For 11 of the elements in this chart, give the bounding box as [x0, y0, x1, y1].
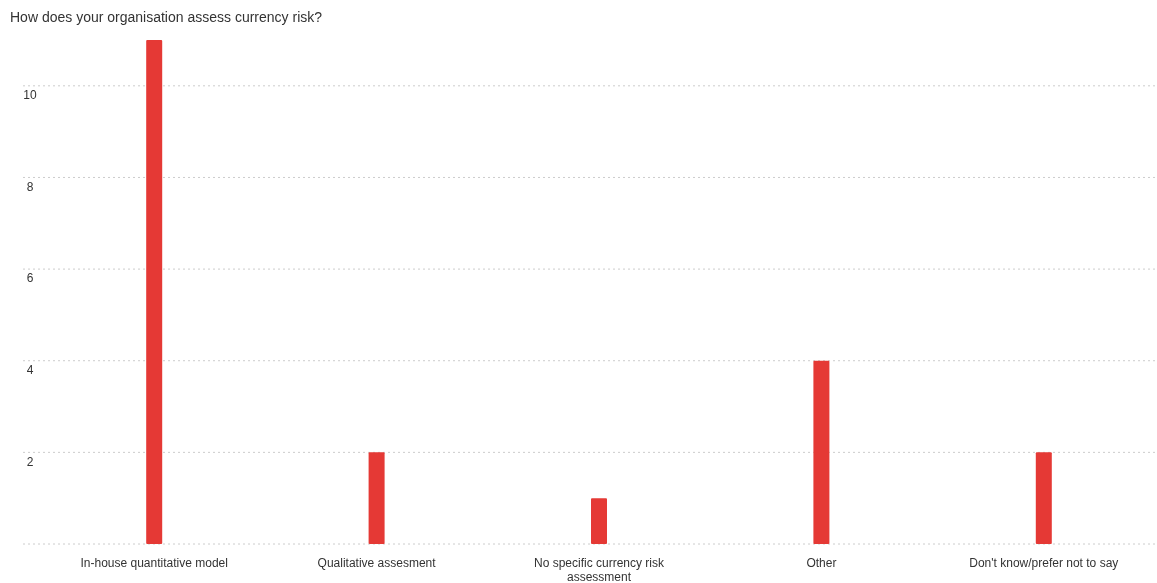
- y-tick-label: 4: [26, 362, 34, 377]
- x-tick-label: Qualitative assesment: [317, 556, 437, 570]
- x-tick-label: Don't know/prefer not to say: [969, 556, 1119, 570]
- x-tick-label: Other: [806, 556, 837, 570]
- y-tick-label: 8: [26, 179, 34, 194]
- x-tick-label: In-house quantitative model: [80, 556, 228, 570]
- x-tick-label: No specific currency risk assessment: [533, 556, 666, 583]
- y-tick-label: 2: [26, 454, 34, 469]
- y-tick-label: 6: [26, 271, 34, 286]
- chart-title: How does your organisation assess currency risk?: [10, 9, 323, 25]
- y-tick-label: 10: [23, 87, 37, 102]
